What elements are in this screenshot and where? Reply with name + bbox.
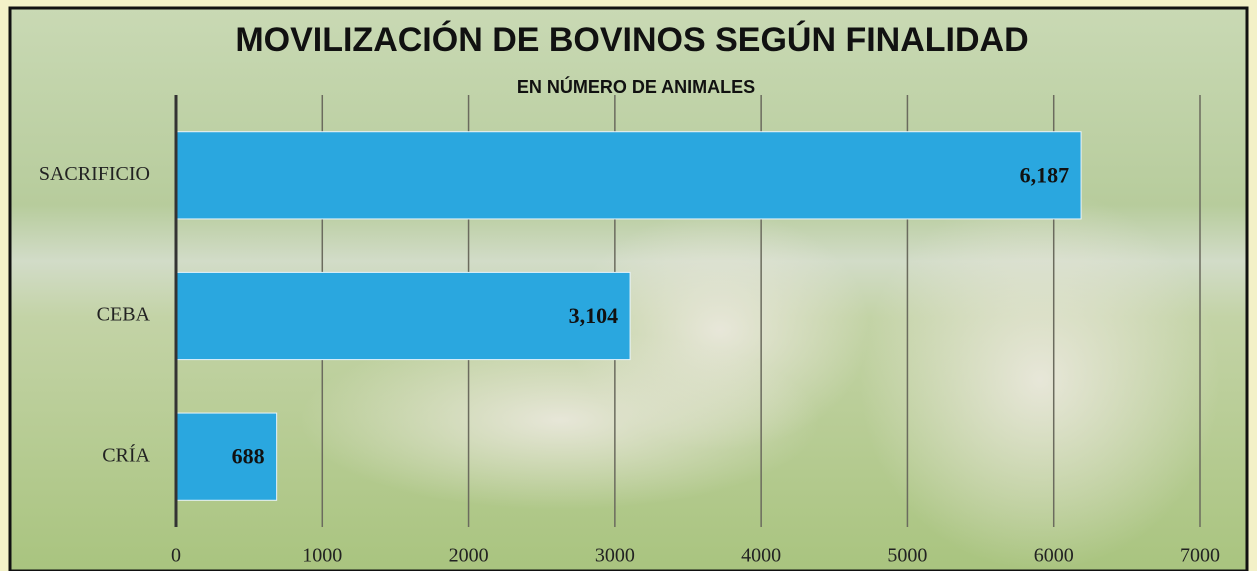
x-tick-label: 2000 bbox=[449, 545, 489, 567]
x-tick-label: 7000 bbox=[1180, 545, 1220, 567]
x-tick-label: 4000 bbox=[741, 545, 781, 567]
x-tick-label: 1000 bbox=[302, 545, 342, 567]
bar bbox=[175, 131, 1082, 220]
category-label: CEBA bbox=[97, 304, 151, 326]
chart-title: MOVILIZACIÓN DE BOVINOS SEGÚN FINALIDAD bbox=[235, 21, 1028, 59]
chart-subtitle: EN NÚMERO DE ANIMALES bbox=[517, 76, 755, 97]
bar bbox=[175, 412, 278, 501]
x-tick-label: 0 bbox=[171, 545, 181, 567]
bar bbox=[175, 271, 631, 361]
background-decoration bbox=[860, 190, 1220, 570]
category-label: CRÍA bbox=[102, 443, 150, 466]
data-label: 3,104 bbox=[569, 303, 619, 328]
plot bbox=[175, 131, 1082, 501]
x-tick-label: 6000 bbox=[1034, 545, 1074, 567]
data-label: 688 bbox=[232, 444, 265, 469]
x-tick-label: 5000 bbox=[887, 545, 927, 567]
data-label: 6,187 bbox=[1020, 162, 1070, 187]
x-tick-label: 3000 bbox=[595, 545, 635, 567]
background-decoration bbox=[300, 330, 820, 510]
category-label: SACRIFICIO bbox=[39, 163, 150, 185]
